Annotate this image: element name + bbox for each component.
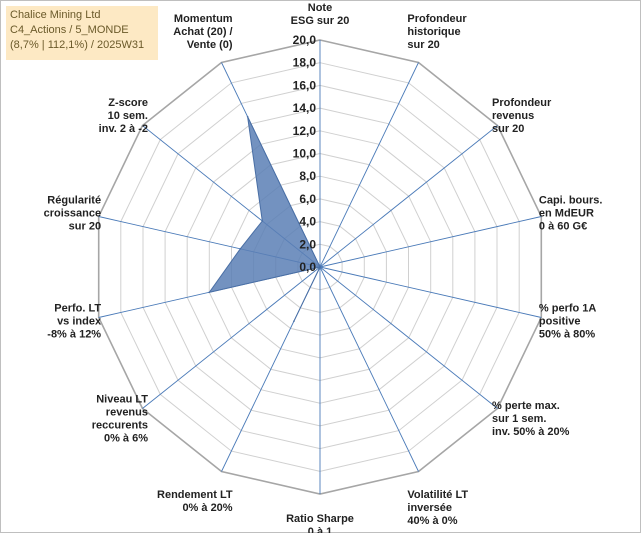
axis-spoke (319, 266, 419, 472)
tick-label: 18,0 (293, 56, 317, 70)
axis-spoke (142, 266, 321, 409)
axis-label: Z-score 10 sem. inv. 2 à -2 (99, 97, 148, 135)
data-point (239, 248, 242, 250)
info-box: Chalice Mining Ltd C4_Actions / 5_MONDE … (6, 6, 158, 60)
portfolio-name: C4_Actions / 5_MONDE (10, 24, 129, 36)
company-name: Chalice Mining Ltd (10, 9, 101, 21)
tick-label: 20,0 (293, 33, 317, 47)
axis-label: Profondeur revenus sur 20 (492, 97, 552, 135)
axis-label: Note ESG sur 20 (291, 2, 350, 27)
axis-label: Rendement LT 0% à 20% (157, 489, 233, 514)
performance-stats: (8,7% | 112,1%) / 2025W31 (10, 39, 145, 51)
axis-spoke (319, 266, 542, 318)
tick-label: 0,0 (299, 260, 316, 274)
data-point (208, 291, 211, 294)
axis-label: Niveau LT revenus reccurents 0% à 6% (92, 394, 149, 445)
tick-label: 2,0 (299, 237, 316, 251)
radar-axis-labels: Note ESG sur 20 Profondeur historique sur 20… (44, 2, 603, 533)
axis-label: Ratio Sharpe 0 à 1 (286, 513, 354, 533)
series-area (208, 116, 321, 322)
axis-spoke (319, 125, 498, 268)
tick-label: 14,0 (293, 101, 317, 115)
tick-label: 6,0 (299, 192, 316, 206)
axis-label: Profondeur historique sur 20 (407, 13, 467, 51)
axis-label: Régularité croissance sur 20 (44, 194, 101, 232)
axis-label: Perfo. LT vs index -8% à 12% (47, 303, 102, 341)
axis-label: % perfo 1A positive 50% à 80% (539, 303, 597, 341)
data-point (319, 266, 321, 268)
data-point (293, 320, 295, 323)
axis-label: Momentum Achat (20) / Vente (0) (173, 13, 233, 51)
tick-label: 8,0 (299, 169, 316, 183)
axis-spoke (319, 266, 498, 409)
data-point (246, 115, 249, 118)
radar-series (208, 115, 321, 323)
axis-label: Capi. bours. en MdEUR 0 à 60 G€ (539, 194, 603, 232)
axis-label: % perte max. sur 1 sem. inv. 50% à 20% (492, 400, 570, 438)
radar-tick-labels: 0,0 2,0 4,0 6,0 8,0 10,0 12,0 14,0 16,0 18,0 20,0 (293, 33, 317, 274)
axis-spoke (319, 62, 419, 268)
axis-label: Volatilité LT inversée 40% à 0% (407, 489, 468, 527)
axis-spoke (319, 216, 542, 268)
tick-label: 16,0 (293, 78, 317, 92)
tick-label: 12,0 (293, 124, 317, 138)
tick-label: 10,0 (293, 147, 317, 161)
data-point (261, 220, 264, 222)
tick-label: 4,0 (299, 215, 316, 229)
